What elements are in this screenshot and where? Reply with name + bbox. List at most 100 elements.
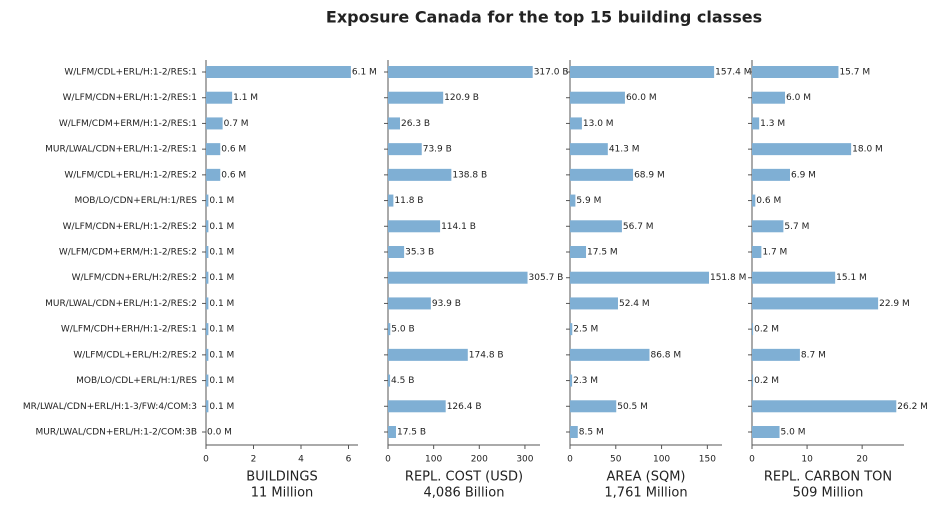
bar xyxy=(206,143,221,156)
value-label: 2.3 M xyxy=(573,376,598,386)
bar xyxy=(570,220,622,233)
x-tick-label: 0 xyxy=(749,455,755,465)
bar xyxy=(570,426,578,438)
bar xyxy=(388,400,446,413)
value-label: 8.5 M xyxy=(579,428,604,438)
x-tick-label: 0 xyxy=(385,455,391,465)
value-label: 0.7 M xyxy=(224,119,249,129)
value-label: 5.0 B xyxy=(391,325,414,335)
bar xyxy=(388,348,468,361)
bar xyxy=(752,271,836,284)
bar xyxy=(388,168,452,181)
x-axis-label: 1,761 Million xyxy=(604,486,687,501)
bar xyxy=(206,323,209,336)
value-label: 26.2 M xyxy=(897,402,928,412)
category-label: MOB/LO/CDN+ERL/H:1/RES xyxy=(74,196,197,206)
value-label: 0.6 M xyxy=(221,145,246,155)
x-tick-label: 10 xyxy=(801,455,813,465)
value-label: 174.8 B xyxy=(469,350,504,360)
category-label: MUR/LWAL/CDN+ERL/H:1-2/COM:3B xyxy=(35,428,197,438)
category-label: W/LFM/CDH+ERH/H:1-2/RES:1 xyxy=(61,325,197,335)
bar xyxy=(388,117,401,130)
bar xyxy=(206,220,209,233)
category-label: W/LFM/CDL+ERL/H:1-2/RES:1 xyxy=(64,68,197,78)
value-label: 0.6 M xyxy=(756,196,781,206)
bar xyxy=(752,426,780,438)
bar xyxy=(206,246,209,258)
x-tick-label: 0 xyxy=(203,455,209,465)
value-label: 1.1 M xyxy=(233,93,258,103)
value-label: 86.8 M xyxy=(650,350,681,360)
value-label: 5.9 M xyxy=(576,196,601,206)
value-label: 13.0 M xyxy=(583,119,614,129)
x-tick-label: 6 xyxy=(346,455,352,465)
bar xyxy=(752,400,897,413)
value-label: 120.9 B xyxy=(444,93,479,103)
value-label: 17.5 M xyxy=(587,248,618,258)
value-label: 6.0 M xyxy=(786,93,811,103)
category-label: W/LFM/CDN+ERL/H:1-2/RES:2 xyxy=(63,222,197,232)
category-label: MR/LWAL/CDN+ERL/H:1-3/FW:4/COM:3 xyxy=(23,402,197,412)
category-label: W/LFM/CDN+ERL/H:1-2/RES:1 xyxy=(63,93,197,103)
value-label: 11.8 B xyxy=(394,196,423,206)
value-label: 50.5 M xyxy=(617,402,648,412)
bar xyxy=(206,117,223,130)
bar xyxy=(388,323,391,336)
category-label: W/LFM/CDN+ERL/H:2/RES:2 xyxy=(72,273,197,283)
bar xyxy=(752,246,762,258)
value-label: 126.4 B xyxy=(447,402,482,412)
x-axis-label: 509 Million xyxy=(793,486,864,501)
value-label: 15.1 M xyxy=(836,273,867,283)
bar xyxy=(388,194,394,207)
bar xyxy=(752,91,786,104)
value-label: 26.3 B xyxy=(401,119,430,129)
value-label: 52.4 M xyxy=(619,299,650,309)
x-axis-label: REPL. COST (USD) xyxy=(405,470,523,485)
category-label: W/LFM/CDL+ERL/H:1-2/RES:2 xyxy=(64,170,197,180)
x-tick-label: 300 xyxy=(516,455,533,465)
bar xyxy=(206,194,209,207)
bar xyxy=(752,194,756,207)
value-label: 73.9 B xyxy=(423,145,452,155)
value-label: 138.8 B xyxy=(452,170,487,180)
bar xyxy=(388,246,405,258)
value-label: 0.1 M xyxy=(209,196,234,206)
bar xyxy=(570,91,625,104)
category-label: MUR/LWAL/CDN+ERL/H:1-2/RES:1 xyxy=(45,145,197,155)
bar xyxy=(388,297,431,310)
x-tick-label: 50 xyxy=(610,455,622,465)
value-label: 35.3 B xyxy=(405,248,434,258)
bar xyxy=(752,66,839,78)
bar xyxy=(206,374,209,387)
value-label: 0.2 M xyxy=(754,376,779,386)
x-tick-label: 100 xyxy=(425,455,442,465)
value-label: 317.0 B xyxy=(534,68,569,78)
value-label: 93.9 B xyxy=(432,299,461,309)
value-label: 0.0 M xyxy=(207,428,232,438)
value-label: 5.0 M xyxy=(781,428,806,438)
x-tick-label: 20 xyxy=(856,455,868,465)
x-axis-label: REPL. CARBON TON xyxy=(764,470,892,485)
value-label: 0.1 M xyxy=(209,222,234,232)
bar xyxy=(570,66,715,78)
x-axis-label: AREA (SQM) xyxy=(606,470,685,485)
bar xyxy=(570,323,573,336)
bar xyxy=(752,374,754,387)
bar xyxy=(570,374,573,387)
value-label: 60.0 M xyxy=(626,93,657,103)
bar xyxy=(388,374,391,387)
value-label: 41.3 M xyxy=(609,145,640,155)
chart-title: Exposure Canada for the top 15 building … xyxy=(326,8,762,27)
bar xyxy=(752,220,784,233)
value-label: 0.2 M xyxy=(754,325,779,335)
bar xyxy=(206,271,209,284)
bar xyxy=(388,66,533,78)
x-tick-label: 2 xyxy=(251,455,257,465)
bar xyxy=(752,168,790,181)
value-label: 56.7 M xyxy=(623,222,654,232)
bar xyxy=(388,91,444,104)
value-label: 114.1 B xyxy=(441,222,476,232)
bar xyxy=(570,246,587,258)
x-tick-label: 200 xyxy=(471,455,488,465)
